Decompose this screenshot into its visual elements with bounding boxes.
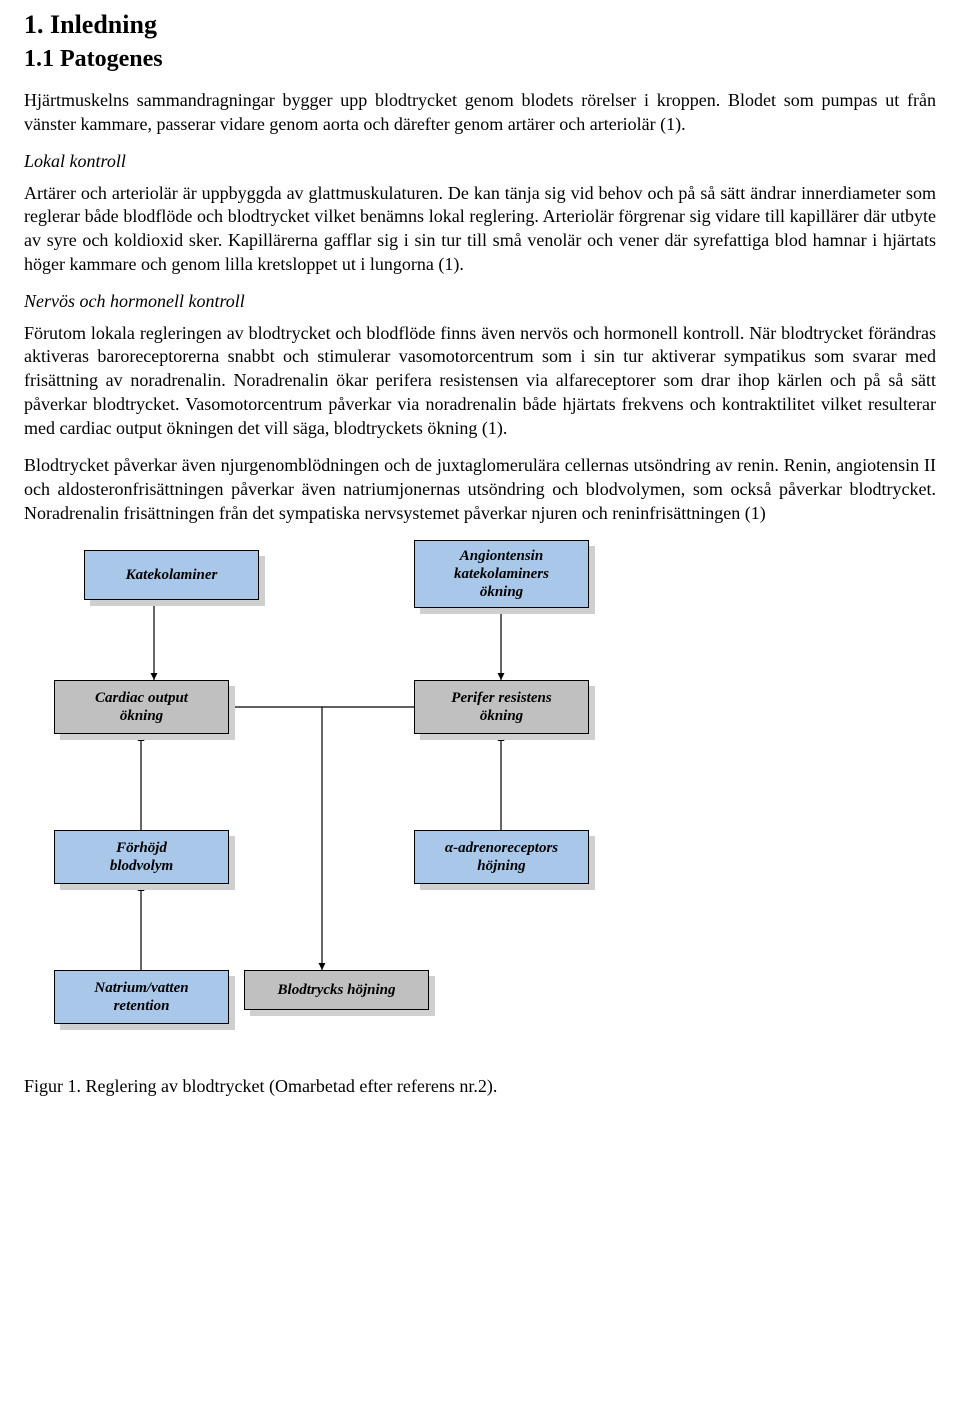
node-natrium: Natrium/vattenretention [54, 970, 229, 1024]
subheading-nervos-hormonell: Nervös och hormonell kontroll [24, 291, 936, 312]
document-page: 1. Inledning 1.1 Patogenes Hjärtmuskelns… [0, 0, 960, 1121]
node-perifer: Perifer resistensökning [414, 680, 589, 734]
node-blodtryck: Blodtrycks höjning [244, 970, 429, 1010]
node-katekolaminer: Katekolaminer [84, 550, 259, 600]
node-cardiac: Cardiac outputökning [54, 680, 229, 734]
node-forhojd: Förhöjdblodvolym [54, 830, 229, 884]
paragraph-intro: Hjärtmuskelns sammandragningar bygger up… [24, 89, 936, 137]
node-alpha: α-adrenoreceptorshöjning [414, 830, 589, 884]
figure-caption: Figur 1. Reglering av blodtrycket (Omarb… [24, 1076, 936, 1097]
paragraph-njur: Blodtrycket påverkar även njurgenomblödn… [24, 454, 936, 525]
paragraph-nervos: Förutom lokala regleringen av blodtrycke… [24, 322, 936, 441]
heading-1-1: 1.1 Patogenes [24, 46, 936, 73]
paragraph-lokal: Artärer och arteriolär är uppbyggda av g… [24, 182, 936, 277]
heading-1: 1. Inledning [24, 10, 936, 40]
node-angiotensin: Angiontensinkatekolaminersökning [414, 540, 589, 608]
flowchart-blodtryck: Katekolaminer Angiontensinkatekolaminersö… [24, 540, 904, 1070]
subheading-lokal-kontroll: Lokal kontroll [24, 151, 936, 172]
